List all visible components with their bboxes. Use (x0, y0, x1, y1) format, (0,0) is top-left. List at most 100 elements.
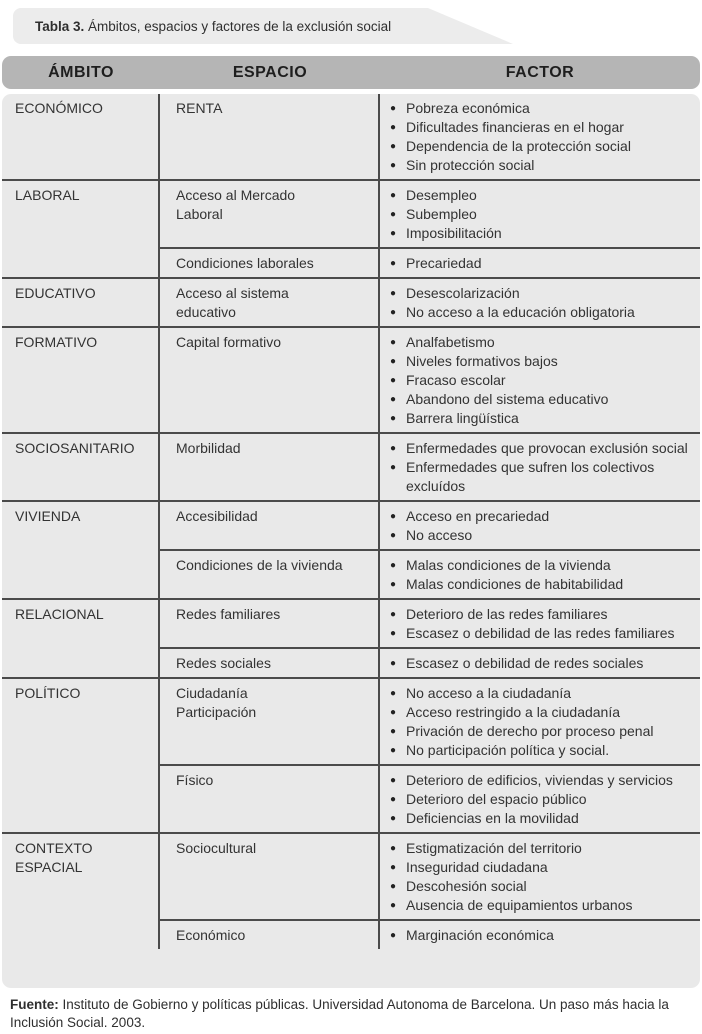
table-row: Ciudadanía Participación ● No acceso a la … (160, 679, 700, 764)
factor-item: ● Acceso restringido a la ciudadanía (390, 703, 694, 722)
table-title-number: Tabla 3. (35, 18, 85, 34)
factor-item: ● Analfabetismo (390, 333, 694, 352)
table-row: Económico ● Marginación económica (160, 919, 700, 949)
group-subrows: Acceso al Mercado Laboral ● Desempleo ● Sube… (160, 181, 700, 277)
factor-label: Malas condiciones de la vivienda (406, 557, 611, 573)
factor-label: No acceso a la ciudadanía (406, 685, 571, 701)
espacio-cell: Redes sociales (160, 649, 380, 677)
factor-label: Analfabetismo (406, 334, 495, 350)
factor-label: Niveles formativos bajos (406, 353, 558, 369)
factor-label: Dependencia de la protección social (406, 138, 631, 154)
factor-item: ● Acceso en precariedad (390, 507, 694, 526)
bullet-icon: ● (390, 511, 397, 522)
table-row: Físico ● Deterioro de edificios, viviendas… (160, 764, 700, 832)
factor-cell: ● Deterioro de edificios, viviendas y ser… (380, 766, 700, 832)
factor-item: ● Escasez o debilidad de redes sociales (390, 654, 694, 673)
group-subrows: Ciudadanía Participación ● No acceso a la … (160, 679, 700, 832)
factor-cell: ● Marginación económica (380, 921, 700, 949)
factor-label: Deterioro de edificios, viviendas y serv… (406, 772, 673, 788)
factor-label: Privación de derecho por proceso penal (406, 723, 654, 739)
bullet-icon: ● (390, 775, 397, 786)
column-header-espacio: ESPACIO (232, 63, 308, 81)
espacio-cell: Acceso al Mercado Laboral (160, 181, 380, 247)
factor-label: Acceso restringido a la ciudadanía (406, 704, 621, 720)
factor-cell: ● Desempleo ● Subempleo ● Imposibilitación (380, 181, 700, 247)
bullet-icon: ● (390, 375, 397, 386)
table-row: Redes sociales ● Escasez o debilidad de re… (160, 647, 700, 677)
table-title-banner: Tabla 3. Ámbitos, espacios y factores de… (13, 8, 513, 44)
factor-label: Escasez o debilidad de las redes familia… (406, 625, 675, 641)
bullet-icon: ● (390, 658, 397, 669)
factor-item: ● Sin protección social (390, 156, 694, 175)
factor-label: Fracaso escolar (406, 372, 506, 388)
factor-label: Desescolarización (406, 285, 520, 301)
factor-label: Abandono del sistema educativo (406, 391, 609, 407)
factor-cell: ● Desescolarización ● No acceso a la educac… (380, 279, 700, 326)
espacio-cell: Ciudadanía Participación (160, 679, 380, 764)
source-note-text: Instituto de Gobierno y políticas públic… (10, 997, 669, 1030)
bullet-icon: ● (390, 609, 397, 620)
bullet-icon: ● (390, 209, 397, 220)
bullet-icon: ● (390, 628, 397, 639)
bullet-icon: ● (390, 579, 397, 590)
table-row: RENTA ● Pobreza económica ● Dificultades fin… (160, 94, 700, 179)
espacio-cell: Sociocultural (160, 834, 380, 919)
table-group: RELACIONAL Redes familiares ● Deterioro de … (2, 598, 700, 677)
bullet-icon: ● (390, 688, 397, 699)
factor-item: ● Dificultades financieras en el hogar (390, 118, 694, 137)
group-subrows: Accesibilidad ● Acceso en precariedad ● No a… (160, 502, 700, 598)
ambito-cell: POLÍTICO (2, 679, 160, 832)
table-row: Acceso al Mercado Laboral ● Desempleo ● Sube… (160, 181, 700, 247)
group-subrows: Redes familiares ● Deterioro de las redes … (160, 600, 700, 677)
factor-cell: ● Pobreza económica ● Dificultades financie… (380, 94, 700, 179)
bullet-icon: ● (390, 228, 397, 239)
ambito-cell: CONTEXTO ESPACIAL (2, 834, 160, 949)
factor-label: Barrera lingüística (406, 410, 519, 426)
factor-label: Marginación económica (406, 927, 554, 943)
factor-cell: ● Precariedad (380, 249, 700, 277)
column-header-ambito: ÁMBITO (48, 63, 114, 81)
table-group: VIVIENDA Accesibilidad ● Acceso en precarie… (2, 500, 700, 598)
factor-item: ● Inseguridad ciudadana (390, 858, 694, 877)
ambito-cell: FORMATIVO (2, 328, 160, 432)
ambito-cell: LABORAL (2, 181, 160, 277)
table-group: LABORAL Acceso al Mercado Laboral ● Desempl… (2, 179, 700, 277)
bullet-icon: ● (390, 930, 397, 941)
factor-item: ● Escasez o debilidad de las redes famili… (390, 624, 694, 643)
factor-item: ● No acceso a la ciudadanía (390, 684, 694, 703)
espacio-cell: Capital formativo (160, 328, 380, 432)
factor-label: Enfermedades que sufren los colectivos e… (406, 459, 655, 494)
factor-cell: ● Acceso en precariedad ● No acceso (380, 502, 700, 549)
ambito-cell: RELACIONAL (2, 600, 160, 677)
factor-label: Malas condiciones de habitabilidad (406, 576, 624, 592)
factor-label: Desempleo (406, 187, 477, 203)
factor-label: Deterioro del espacio público (406, 791, 587, 807)
factor-item: ● Desescolarización (390, 284, 694, 303)
espacio-cell: Físico (160, 766, 380, 832)
group-subrows: Sociocultural ● Estigmatización del territ… (160, 834, 700, 949)
source-note-label: Fuente: (10, 997, 59, 1012)
factor-label: Sin protección social (406, 157, 535, 173)
bullet-icon: ● (390, 530, 397, 541)
bullet-icon: ● (390, 288, 397, 299)
factor-item: ● Subempleo (390, 205, 694, 224)
factor-cell: ● Estigmatización del territorio ● Inseguri… (380, 834, 700, 919)
group-subrows: Morbilidad ● Enfermedades que provocan exc… (160, 434, 700, 500)
ambito-cell: EDUCATIVO (2, 279, 160, 326)
table-group: SOCIOSANITARIO Morbilidad ● Enfermedades qu… (2, 432, 700, 500)
espacio-cell: Condiciones laborales (160, 249, 380, 277)
factor-item: ● Enfermedades que sufren los colectivos … (390, 458, 694, 496)
factor-label: Escasez o debilidad de redes sociales (406, 655, 644, 671)
factor-item: ● No acceso a la educación obligatoria (390, 303, 694, 322)
bullet-icon: ● (390, 337, 397, 348)
bullet-icon: ● (390, 258, 397, 269)
table-body: ECONÓMICO RENTA ● Pobreza económica ● Dificul… (2, 94, 700, 988)
group-subrows: Capital formativo ● Analfabetismo ● Niveles … (160, 328, 700, 432)
bullet-icon: ● (390, 307, 397, 318)
table-group: FORMATIVO Capital formativo ● Analfabetismo… (2, 326, 700, 432)
bullet-icon: ● (390, 794, 397, 805)
factor-label: Ausencia de equipamientos urbanos (406, 897, 633, 913)
bullet-icon: ● (390, 745, 397, 756)
column-header-factor: FACTOR (505, 63, 575, 81)
table-title-text: Ámbitos, espacios y factores de la exclu… (84, 18, 392, 34)
